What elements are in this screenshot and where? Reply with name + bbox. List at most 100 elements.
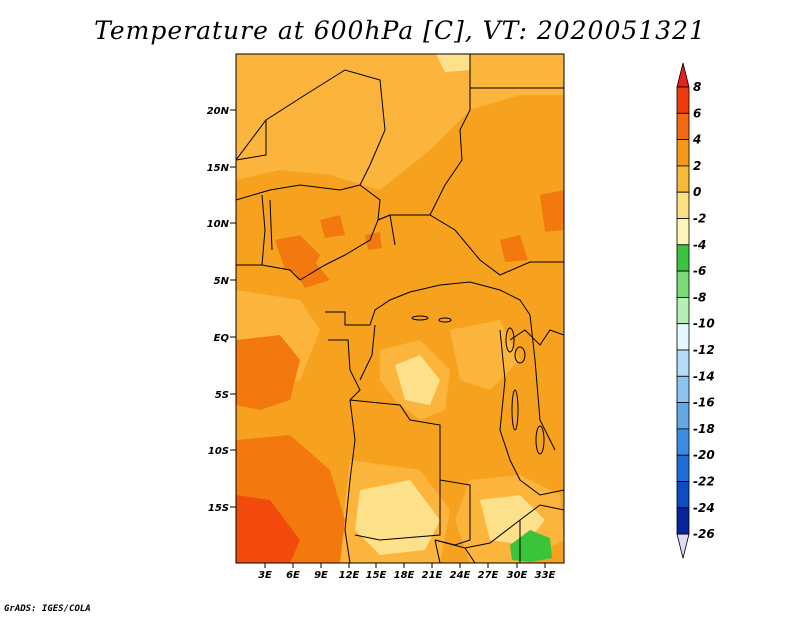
colorbar-box [676, 165, 690, 193]
colorbar-label: -26 [693, 527, 715, 541]
border-line [377, 214, 396, 246]
colorbar-box [676, 428, 690, 456]
colorbar-label: 6 [693, 106, 701, 120]
field-region-pale [355, 480, 440, 555]
colorbar-label: -24 [693, 501, 715, 515]
colorbar-label: -12 [693, 343, 715, 357]
colorbar-label: -16 [693, 396, 715, 410]
map-frame [235, 53, 565, 564]
field-region-warm [365, 232, 382, 250]
lake-outline [535, 425, 545, 455]
colorbar-label: -20 [693, 448, 715, 462]
field-region-warm [236, 335, 300, 410]
colorbar-box [676, 86, 690, 114]
field-region-warm [320, 215, 345, 238]
field-region-hot [245, 530, 275, 562]
colorbar-box [676, 481, 690, 509]
border-line [236, 120, 267, 161]
lon-label: 33E [535, 570, 556, 581]
lon-label: 18E [394, 570, 415, 581]
colorbar-label: -18 [693, 422, 715, 436]
lon-label: 12E [339, 570, 360, 581]
lon-label: 21E [422, 570, 443, 581]
colorbar-box [676, 375, 690, 403]
colorbar-label: -4 [693, 238, 706, 252]
border-line [499, 329, 506, 431]
lake-outline [511, 389, 519, 431]
border-line [299, 214, 564, 281]
field-region-pale [395, 355, 440, 405]
lat-label: 5N [214, 276, 230, 287]
temperature-field [236, 54, 564, 563]
border-line [236, 264, 301, 281]
colorbar-box [676, 507, 690, 535]
colorbar-box [676, 296, 690, 325]
lat-label: EQ [214, 333, 230, 344]
border-line [328, 339, 361, 401]
chart-title: Temperature at 600hPa [C], VT: 202005132… [94, 16, 706, 45]
border-line [509, 329, 564, 346]
colorbar-box [676, 218, 690, 246]
lon-label: 24E [450, 570, 471, 581]
lat-label: 10S [208, 446, 229, 457]
border-line [344, 399, 356, 563]
lat-label: 15N [207, 163, 230, 174]
colorbar-box [676, 349, 690, 377]
border-line [434, 504, 564, 549]
colorbar-box [676, 244, 690, 272]
lat-label: 10N [207, 219, 230, 230]
field-region-warm [500, 235, 528, 262]
border-line [325, 281, 531, 326]
border-line [434, 539, 441, 563]
colorbar-label: -14 [693, 369, 715, 383]
lon-label: 15E [366, 570, 387, 581]
colorbar-label: -10 [693, 317, 715, 331]
colorbar-top-triangle [676, 62, 690, 88]
border-line [354, 480, 441, 541]
lat-label: 15S [208, 503, 229, 514]
lon-label: 3E [258, 570, 272, 581]
border-line [269, 199, 273, 251]
lake-outline [514, 346, 526, 364]
colorbar-box [676, 402, 690, 430]
lon-label: 30E [507, 570, 528, 581]
colorbar-box [676, 270, 690, 298]
colorbar-label: -22 [693, 475, 715, 489]
border-line [359, 324, 376, 381]
colorbar-label: 2 [693, 159, 701, 173]
border-line [236, 184, 361, 201]
colorbar-box [676, 454, 690, 482]
colorbar-label: -8 [693, 290, 706, 304]
border-line [499, 429, 564, 496]
border-line [429, 54, 471, 216]
border-line [464, 547, 476, 563]
lon-label: 6E [286, 570, 300, 581]
longitude-axis: 3E 6E 9E 12E 15E 18E 21E 24E 27E 30E 33E [258, 563, 556, 581]
border-line [236, 69, 386, 161]
lat-label: 20N [207, 106, 230, 117]
colorbar-box [676, 191, 690, 219]
colorbar-box [676, 323, 690, 351]
colorbar: 8 6 4 2 0 -2 -4 -6 -8 -10 -12 -14 -16 -18 -20 -22 -24 -26 [676, 62, 715, 559]
latitude-axis: 20N 15N 10N 5N EQ 5S 10S 15S [207, 106, 236, 514]
lon-label: 27E [478, 570, 499, 581]
field-region-pale [436, 54, 470, 72]
colorbar-label: -6 [693, 264, 706, 278]
lake-outline [438, 317, 452, 323]
lake-outline [505, 327, 515, 353]
colorbar-box [676, 139, 690, 167]
lon-label: 9E [314, 570, 328, 581]
colorbar-label: -2 [693, 212, 706, 226]
colorbar-label: 8 [693, 80, 701, 94]
colorbar-box [676, 112, 690, 141]
colorbar-label: 4 [692, 133, 701, 147]
field-region-light [470, 54, 564, 110]
field-region-warm [540, 190, 564, 232]
country-borders [236, 54, 564, 563]
colorbar-bottom-triangle [676, 533, 690, 559]
lat-label: 5S [215, 390, 229, 401]
credit-label: GrADS: IGES/COLA [4, 604, 91, 614]
colorbar-label: 0 [693, 185, 701, 199]
field-region-light [236, 54, 470, 190]
